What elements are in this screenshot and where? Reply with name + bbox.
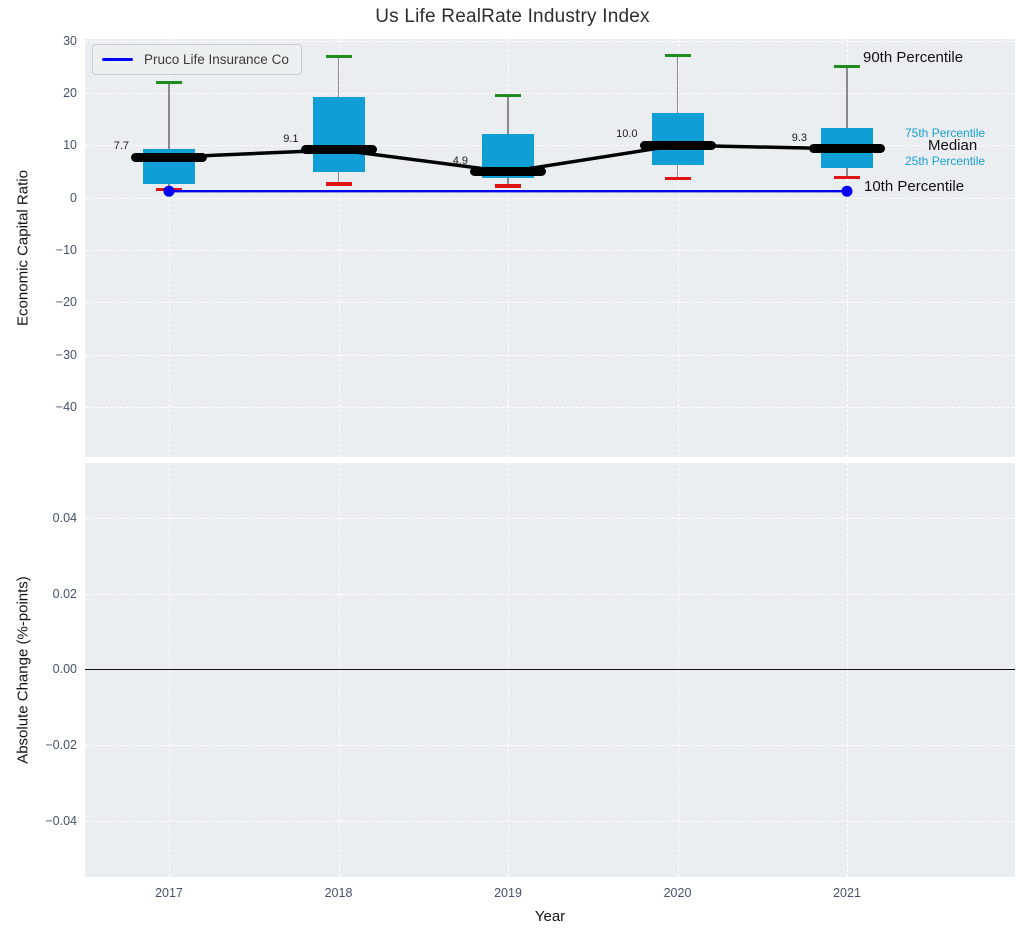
annotation-90th-percentile: 90th Percentile (863, 49, 964, 66)
gridline-horizontal (85, 249, 1015, 251)
gridline-horizontal (85, 745, 1015, 747)
gridline-horizontal (85, 197, 1015, 199)
p10-cap-2019 (495, 184, 521, 188)
median-bar-2019 (470, 167, 546, 177)
median-value-label-2019: 4.9 (452, 154, 468, 167)
zero-line (85, 668, 1015, 671)
gridline-vertical (847, 39, 848, 457)
gridline-horizontal (85, 593, 1015, 595)
median-bar-2018 (300, 145, 377, 155)
chart-title: Us Life RealRate Industry Index (375, 6, 650, 27)
median-bar-2021 (809, 144, 885, 154)
gridline-horizontal (85, 40, 1015, 42)
gridline-horizontal (85, 820, 1015, 822)
ytick-label: −0.04 (45, 813, 77, 828)
median-value-label-2021: 9.3 (791, 131, 807, 144)
ytick-label: −10 (55, 242, 77, 257)
gridline-horizontal (85, 354, 1015, 356)
median-value-label-2018: 9.1 (283, 132, 299, 145)
p90-cap-2019 (495, 93, 521, 98)
gridline-vertical (677, 39, 679, 457)
ytick-label: 0.04 (52, 510, 77, 525)
p90-cap-2017 (156, 80, 182, 84)
ytick-label: −30 (55, 347, 77, 362)
ytick-label: 30 (63, 33, 77, 48)
p10-cap-2017 (156, 187, 182, 191)
annotation-10th-percentile: 10th Percentile (864, 178, 965, 195)
annotation-median: Median (928, 137, 978, 154)
legend: Pruco Life Insurance Co (92, 44, 302, 75)
gridline-vertical (338, 39, 340, 457)
gridline-vertical (169, 39, 170, 457)
annotation-75th-percentile: 75th Percentile (905, 126, 986, 140)
median-value-label-2020: 10.0 (616, 128, 638, 141)
box-2020 (651, 113, 704, 166)
legend-label: Pruco Life Insurance Co (144, 52, 289, 67)
box-2018 (312, 96, 365, 173)
median-value-label-2017: 7.7 (113, 140, 129, 153)
gridline-horizontal (85, 92, 1015, 94)
p90-cap-2021 (834, 65, 860, 69)
ytick-label: −40 (55, 399, 77, 414)
top-plot-area: 7.7 9.1 4.9 10.0 9.3 (85, 39, 1015, 457)
gridline-vertical (508, 39, 509, 457)
xtick-label: 2020 (663, 886, 692, 900)
p90-cap-2020 (664, 54, 691, 58)
xtick-label: 2017 (155, 886, 183, 900)
p10-cap-2021 (834, 176, 860, 180)
gridline-horizontal (85, 517, 1015, 519)
gridline-horizontal (85, 302, 1015, 304)
ytick-label: 0 (70, 190, 77, 205)
p10-cap-2020 (664, 176, 691, 180)
whisker-2021 (846, 66, 848, 178)
lines-overlay (163, 143, 853, 197)
ytick-label: 0.02 (52, 586, 77, 601)
median-bar-2017 (131, 152, 207, 162)
median-bar-2020 (639, 140, 716, 150)
p90-cap-2018 (325, 55, 352, 59)
xtick-label: 2018 (324, 886, 353, 900)
ytick-label: −20 (55, 295, 77, 310)
ytick-label: 20 (63, 85, 77, 100)
xtick-label: 2019 (494, 886, 522, 900)
xtick-label: 2021 (833, 886, 861, 900)
annotation-25th-percentile: 25th Percentile (905, 154, 986, 168)
whisker-2017 (168, 82, 170, 190)
bottom-plot-area (85, 463, 1015, 877)
p10-cap-2018 (325, 182, 352, 186)
ytick-label: 10 (63, 138, 77, 153)
x-axis-label: Year (534, 908, 566, 925)
gridline-horizontal (85, 406, 1015, 408)
ytick-label: 0.00 (52, 662, 77, 677)
ytick-label: −0.02 (45, 738, 77, 753)
legend-line-sample-icon (102, 58, 133, 61)
